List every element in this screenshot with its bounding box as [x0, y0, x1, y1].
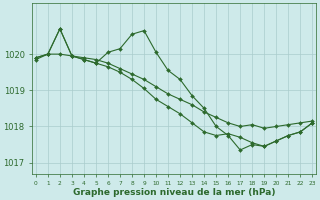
X-axis label: Graphe pression niveau de la mer (hPa): Graphe pression niveau de la mer (hPa)	[73, 188, 275, 197]
